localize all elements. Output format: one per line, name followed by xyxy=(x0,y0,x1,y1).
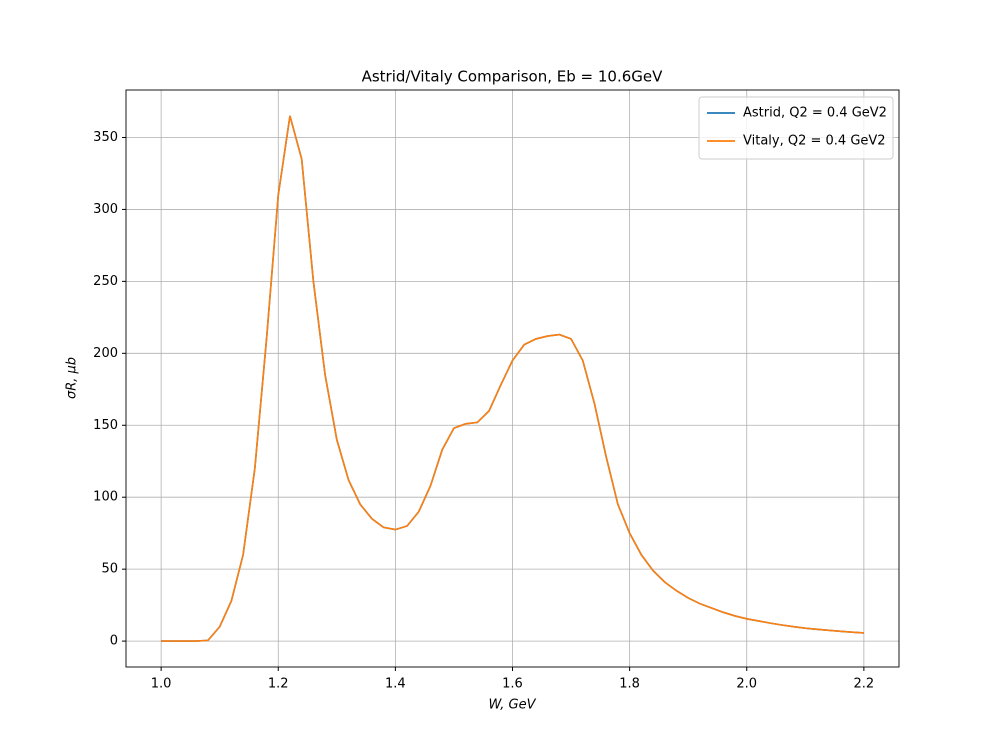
legend-box xyxy=(698,96,894,160)
y-tick-label: 350 xyxy=(93,130,118,145)
x-tick-label: 1.6 xyxy=(502,677,523,692)
y-tick-label: 100 xyxy=(93,490,118,505)
y-axis-label: σR, μb xyxy=(65,357,80,399)
y-tick-label: 250 xyxy=(93,274,118,289)
x-axis-label: W, GeV xyxy=(488,698,536,713)
y-tick-label: 200 xyxy=(93,346,118,361)
x-tick-label: 1.0 xyxy=(151,677,172,692)
plot-frame xyxy=(125,89,900,668)
legend-label: Vitaly, Q2 = 0.4 GeV2 xyxy=(743,134,886,149)
y-tick-label: 150 xyxy=(93,418,118,433)
x-tick-label: 1.2 xyxy=(268,677,289,692)
x-tick-label: 2.0 xyxy=(736,677,757,692)
x-tick-label: 1.4 xyxy=(385,677,406,692)
y-tick-label: 0 xyxy=(110,634,118,649)
legend-label: Astrid, Q2 = 0.4 GeV2 xyxy=(743,106,887,121)
chart-title: Astrid/Vitaly Comparison, Eb = 10.6GeV xyxy=(362,68,664,86)
y-tick-label: 300 xyxy=(93,202,118,217)
series-line xyxy=(161,115,864,642)
y-tick-label: 50 xyxy=(101,562,118,577)
x-tick-label: 2.2 xyxy=(854,677,875,692)
legend: Astrid, Q2 = 0.4 GeV2 Vitaly, Q2 = 0.4 Ge… xyxy=(698,96,894,160)
x-tick-label: 1.8 xyxy=(619,677,640,692)
